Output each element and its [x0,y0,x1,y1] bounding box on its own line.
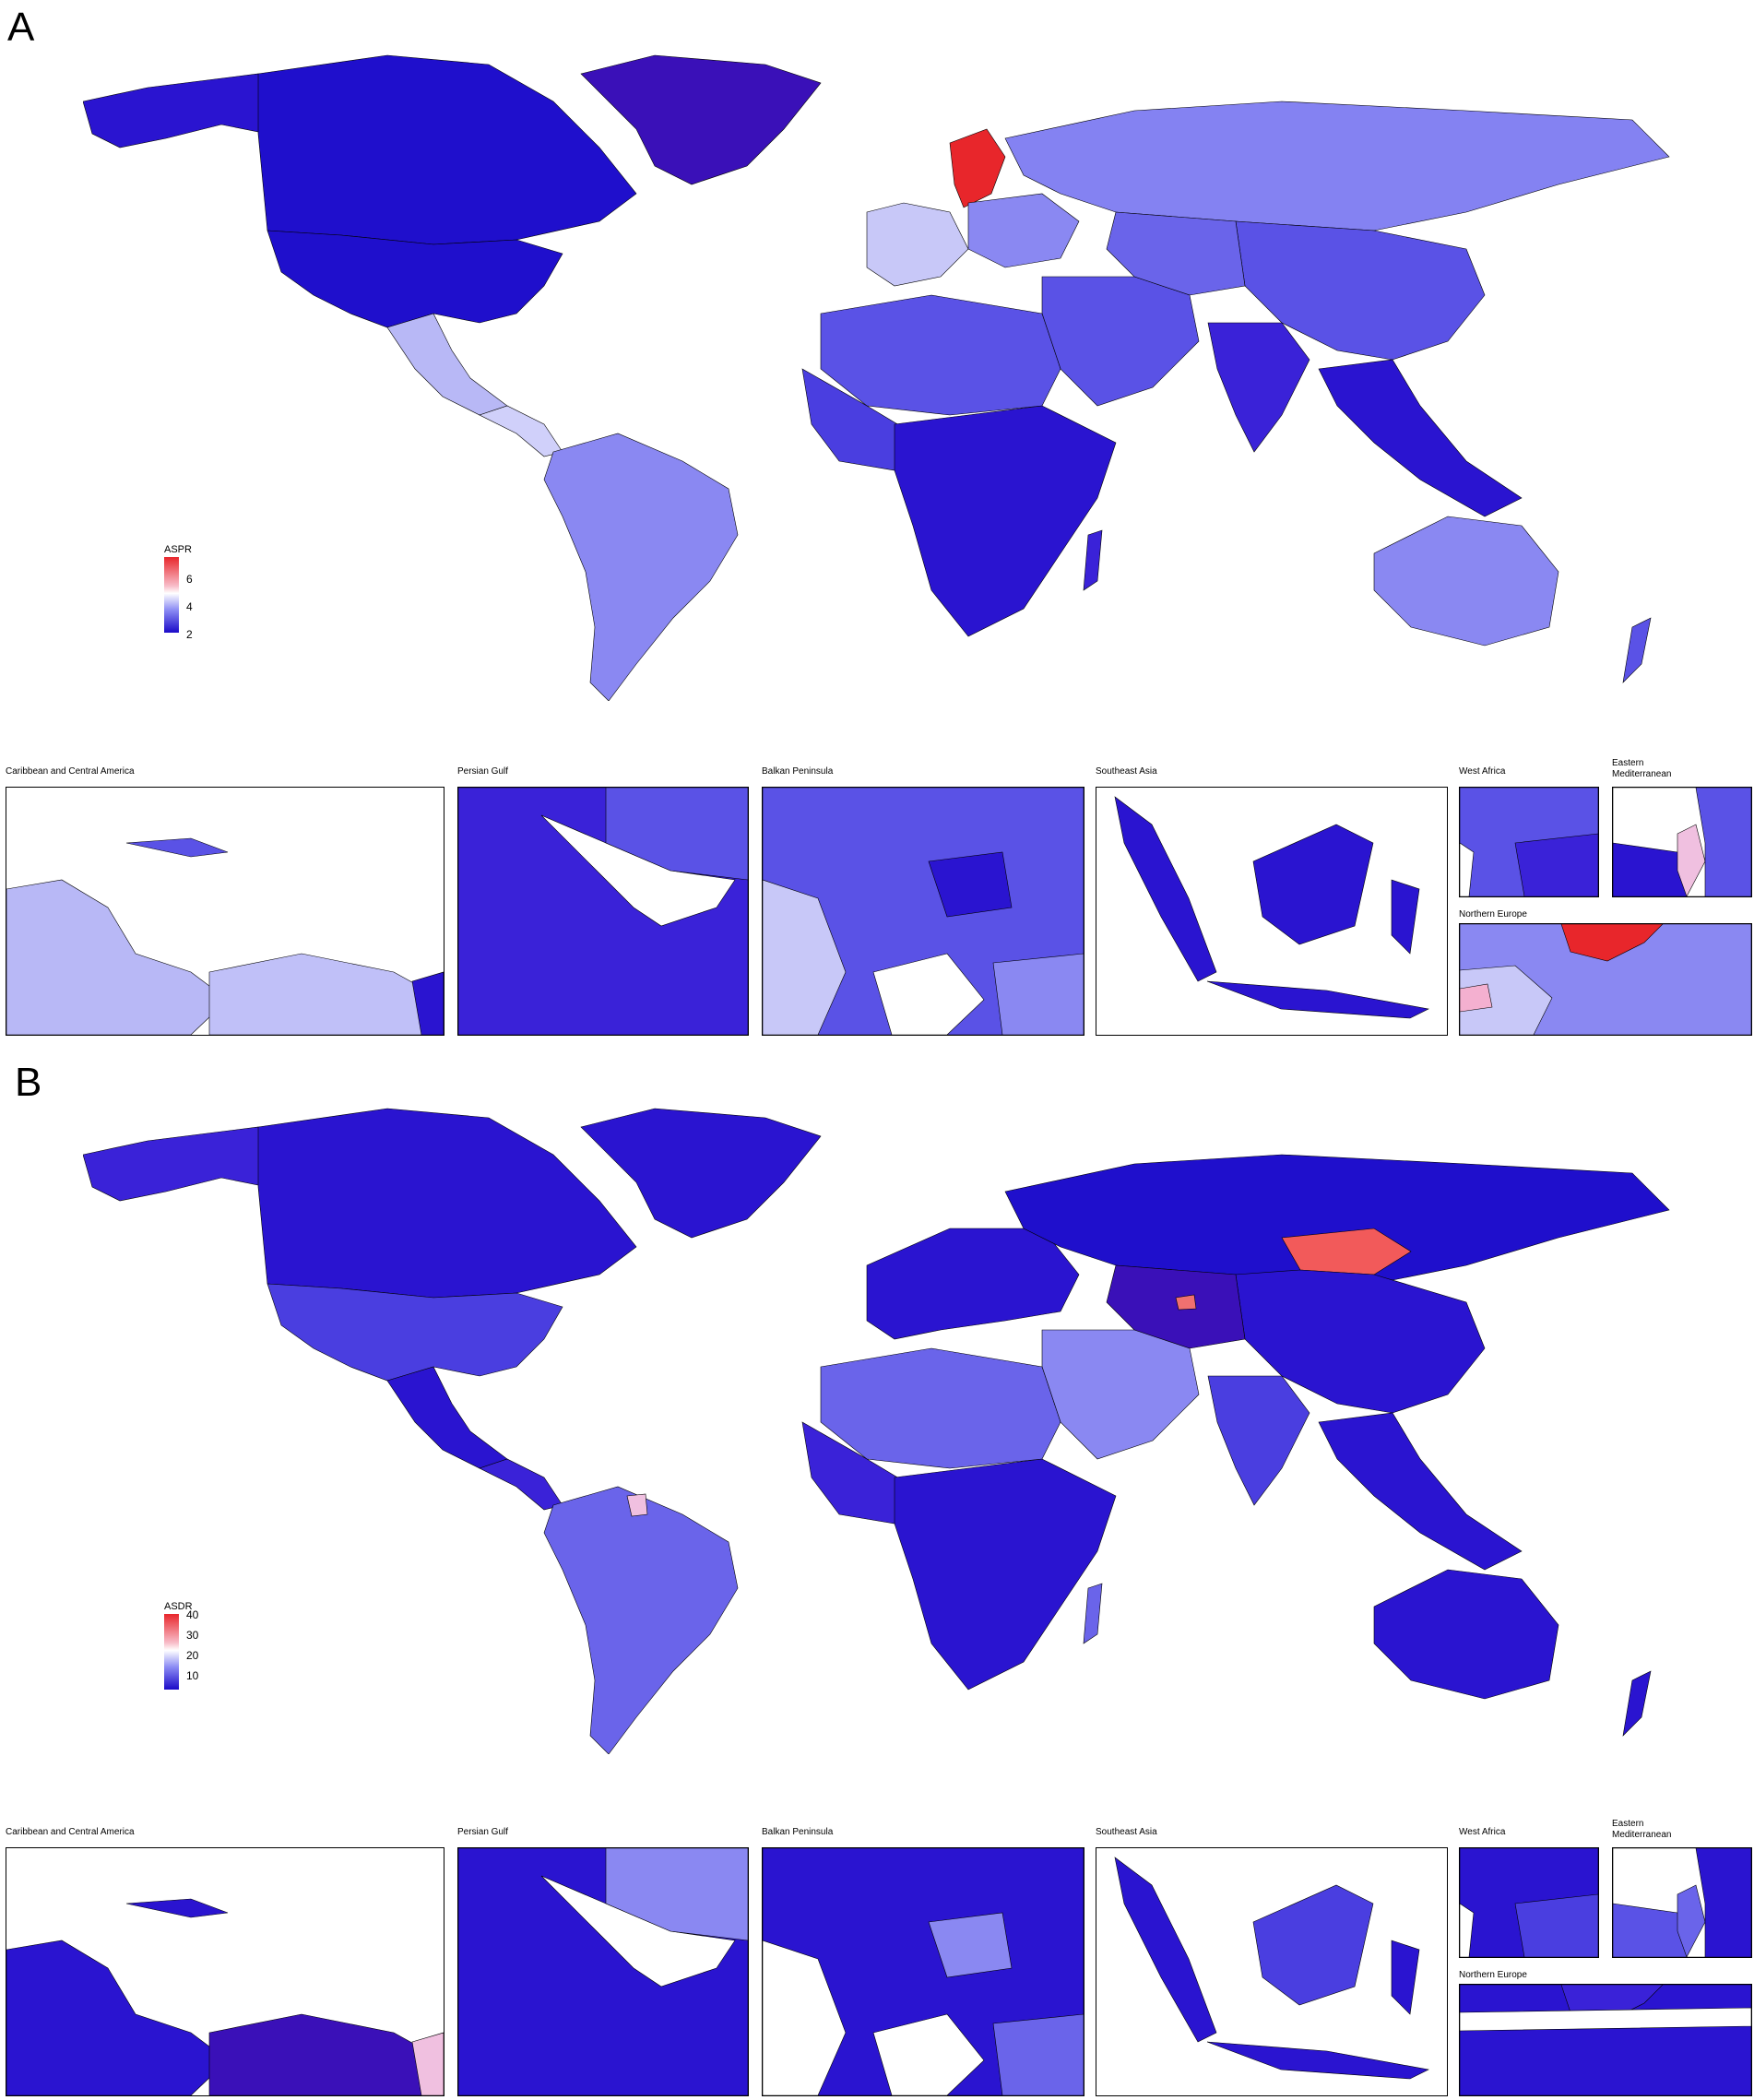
inset-title: West Africa [1459,766,1506,777]
legend-asdr: ASDR 40 30 20 10 [164,1601,219,1703]
legend-tick: 6 [186,573,193,586]
inset-eastern-mediterranean [1612,787,1752,897]
panel-b: B ASDR 40 30 20 10 Caribbean and Central [0,1051,1754,2100]
region-middle-east [1041,276,1200,407]
region-china [1235,220,1486,361]
inset-title: Eastern Mediterranean [1612,1819,1672,1840]
world-map-asdr [83,1108,1670,1754]
region-russia [1004,101,1670,231]
inset-title: Eastern Mediterranean [1612,758,1672,779]
panel-letter: B [15,1060,42,1105]
inset-southeast-asia [1096,787,1448,1036]
region-mongolia [1281,1228,1412,1275]
inset-balkan [762,787,1084,1036]
region-central-america [479,1458,563,1511]
region-southeast-asia [1318,359,1523,517]
inset-west-africa [1459,787,1599,897]
region-south-america [543,1486,739,1754]
inset-title: Caribbean and Central America [6,1827,135,1837]
inset-title: Persian Gulf [457,766,509,777]
inset-title: Northern Europe [1459,909,1527,919]
region-india [1207,1375,1310,1506]
region-usa [267,1283,563,1382]
region-greenland [580,1108,822,1239]
region-australia [1373,516,1559,647]
legend-tick: 2 [186,628,193,641]
legend-tick: 10 [186,1669,199,1682]
legend-title: ASDR [164,1601,193,1612]
region-madagascar [1083,529,1103,591]
region-russia [1004,1154,1670,1285]
legend-tick: 20 [186,1649,199,1662]
inset-title: Northern Europe [1459,1970,1527,1980]
region-europe [866,1228,1080,1340]
panel-a: A ASPR 6 4 2 C [0,0,1754,1042]
inset-title: West Africa [1459,1827,1506,1837]
region-central-america [479,405,563,457]
panel-letter: A [7,5,35,50]
region-eastern-europe [967,193,1080,268]
region-north-africa [820,294,1061,416]
region-mexico [386,1366,508,1469]
legend-tick: 30 [186,1629,199,1642]
region-southeast-asia [1318,1412,1523,1571]
region-new-zealand [1622,617,1652,683]
inset-northern-europe [1459,1984,1752,2096]
inset-balkan [762,1847,1084,2096]
region-india [1207,322,1310,453]
region-sub-saharan-africa [894,405,1117,637]
region-south-america [543,433,739,701]
inset-southeast-asia [1096,1847,1448,2096]
inset-title: Southeast Asia [1096,1827,1157,1837]
region-alaska [83,1126,268,1202]
region-alaska [83,73,268,148]
region-mexico [386,313,508,416]
region-new-zealand [1622,1670,1652,1737]
region-china [1235,1269,1486,1414]
region-madagascar [1083,1583,1103,1644]
inset-eastern-mediterranean [1612,1847,1752,1958]
region-canada [257,1108,637,1299]
region-australia [1373,1569,1559,1700]
region-sub-saharan-africa [894,1458,1117,1691]
region-north-africa [820,1347,1061,1469]
region-canada [257,54,637,245]
region-usa [267,230,563,328]
legend-tick: 4 [186,600,193,613]
inset-persian-gulf [457,787,749,1036]
legend-colorbar [164,557,179,633]
inset-west-africa [1459,1847,1599,1958]
inset-title: Southeast Asia [1096,766,1157,777]
region-middle-east [1041,1329,1200,1460]
world-map-aspr [83,54,1670,701]
inset-title: Balkan Peninsula [762,1827,834,1837]
region-tajikistan [1175,1294,1197,1311]
inset-title: Persian Gulf [457,1827,509,1837]
region-greenland [580,54,822,185]
region-guyana [626,1493,648,1517]
legend-colorbar [164,1614,179,1690]
inset-title: Balkan Peninsula [762,766,834,777]
legend-title: ASPR [164,544,192,555]
legend-aspr: ASPR 6 4 2 [164,544,219,646]
inset-persian-gulf [457,1847,749,2096]
region-sweden [949,128,1006,208]
inset-northern-europe [1459,923,1752,1036]
region-western-europe [866,202,969,287]
inset-caribbean [6,1847,444,2096]
legend-tick: 40 [186,1608,199,1621]
inset-title: Caribbean and Central America [6,766,135,777]
inset-caribbean [6,787,444,1036]
